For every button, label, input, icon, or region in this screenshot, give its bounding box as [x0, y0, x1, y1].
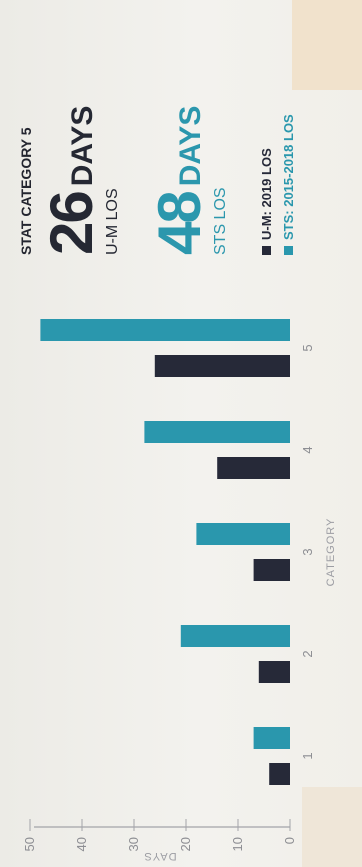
- legend-label-um: U-M: 2019 LOS: [258, 148, 274, 240]
- y-tick-label: 0: [282, 837, 297, 844]
- sts-days-value: 48: [146, 192, 213, 255]
- um-days-stat: 26 DAYS: [38, 105, 105, 255]
- x-tick-label: 1: [300, 752, 315, 759]
- bar-sts: [196, 523, 290, 545]
- bar-um: [154, 355, 290, 377]
- x-tick-label: 5: [300, 344, 315, 351]
- y-tick-label: 30: [126, 837, 141, 851]
- legend-label-sts: STS: 2015-2018 LOS: [280, 114, 296, 240]
- stat-panel: STAT CATEGORY 5 26 DAYS U-M LOS 48 DAYS ST…: [0, 0, 362, 277]
- bar-um: [269, 763, 291, 785]
- um-los-label: U-M LOS: [104, 188, 121, 255]
- chart-legend: U-M: 2019 LOS STS: 2015-2018 LOS: [255, 114, 299, 255]
- legend-item-um: U-M: 2019 LOS: [255, 114, 277, 255]
- legend-swatch-sts: [283, 246, 293, 255]
- y-tick-label: 10: [230, 837, 245, 851]
- bar-um: [253, 559, 291, 581]
- legend-item-sts: STS: 2015-2018 LOS: [277, 114, 299, 255]
- y-tick-label: 40: [74, 837, 89, 851]
- bar-sts: [144, 421, 290, 443]
- um-days-unit: DAYS: [66, 105, 99, 187]
- corner-tint: [292, 0, 362, 90]
- stat-category-label: STAT CATEGORY 5: [18, 127, 34, 255]
- x-tick-label: 2: [300, 650, 315, 657]
- sts-days-stat: 48 DAYS: [146, 105, 213, 255]
- y-tick-label: 50: [22, 837, 37, 851]
- bar-sts: [40, 319, 291, 341]
- corner-tint: [302, 787, 362, 867]
- bar-sts: [253, 727, 291, 749]
- y-axis-title: DAYS: [143, 850, 176, 862]
- um-days-value: 26: [38, 192, 105, 255]
- sts-los-label: STS LOS: [212, 187, 229, 255]
- bar-um: [217, 457, 290, 479]
- bar-sts: [180, 625, 290, 647]
- x-axis-title: CATEGORY: [325, 518, 337, 587]
- x-tick-label: 3: [300, 548, 315, 555]
- x-tick-label: 4: [300, 446, 315, 453]
- bar-um: [258, 661, 290, 683]
- legend-swatch-um: [261, 246, 271, 255]
- sts-days-unit: DAYS: [174, 105, 207, 187]
- y-tick-label: 20: [178, 837, 193, 851]
